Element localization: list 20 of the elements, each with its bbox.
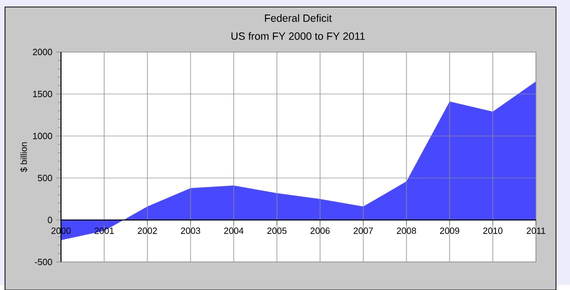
y-tick-label: 500 <box>38 174 52 182</box>
y-axis-title: $ billion <box>20 142 28 172</box>
x-tick-label: 2003 <box>180 227 200 234</box>
x-tick-label: 2004 <box>224 227 244 234</box>
chart-title: Federal Deficit <box>265 14 332 22</box>
y-tick-label: 2000 <box>32 48 52 56</box>
x-tick-label: 2007 <box>354 227 373 234</box>
chart-subtitle: US from FY 2000 to FY 2011 <box>232 32 365 40</box>
y-tick-label: 0 <box>48 216 52 223</box>
y-tick-label: 1000 <box>33 132 52 140</box>
y-tick-label: -500 <box>34 258 52 265</box>
x-tick-label: 2009 <box>440 227 460 234</box>
x-tick-label: 2002 <box>138 227 157 234</box>
x-tick-label: 2006 <box>310 227 330 234</box>
x-tick-label: 2010 <box>483 227 502 234</box>
x-tick-label: 2000 <box>51 227 71 234</box>
y-tick-label: 1500 <box>33 90 52 98</box>
x-tick-label: 2008 <box>396 227 416 234</box>
x-tick-label: 2005 <box>267 227 287 234</box>
x-tick-label: 2011 <box>526 227 546 234</box>
